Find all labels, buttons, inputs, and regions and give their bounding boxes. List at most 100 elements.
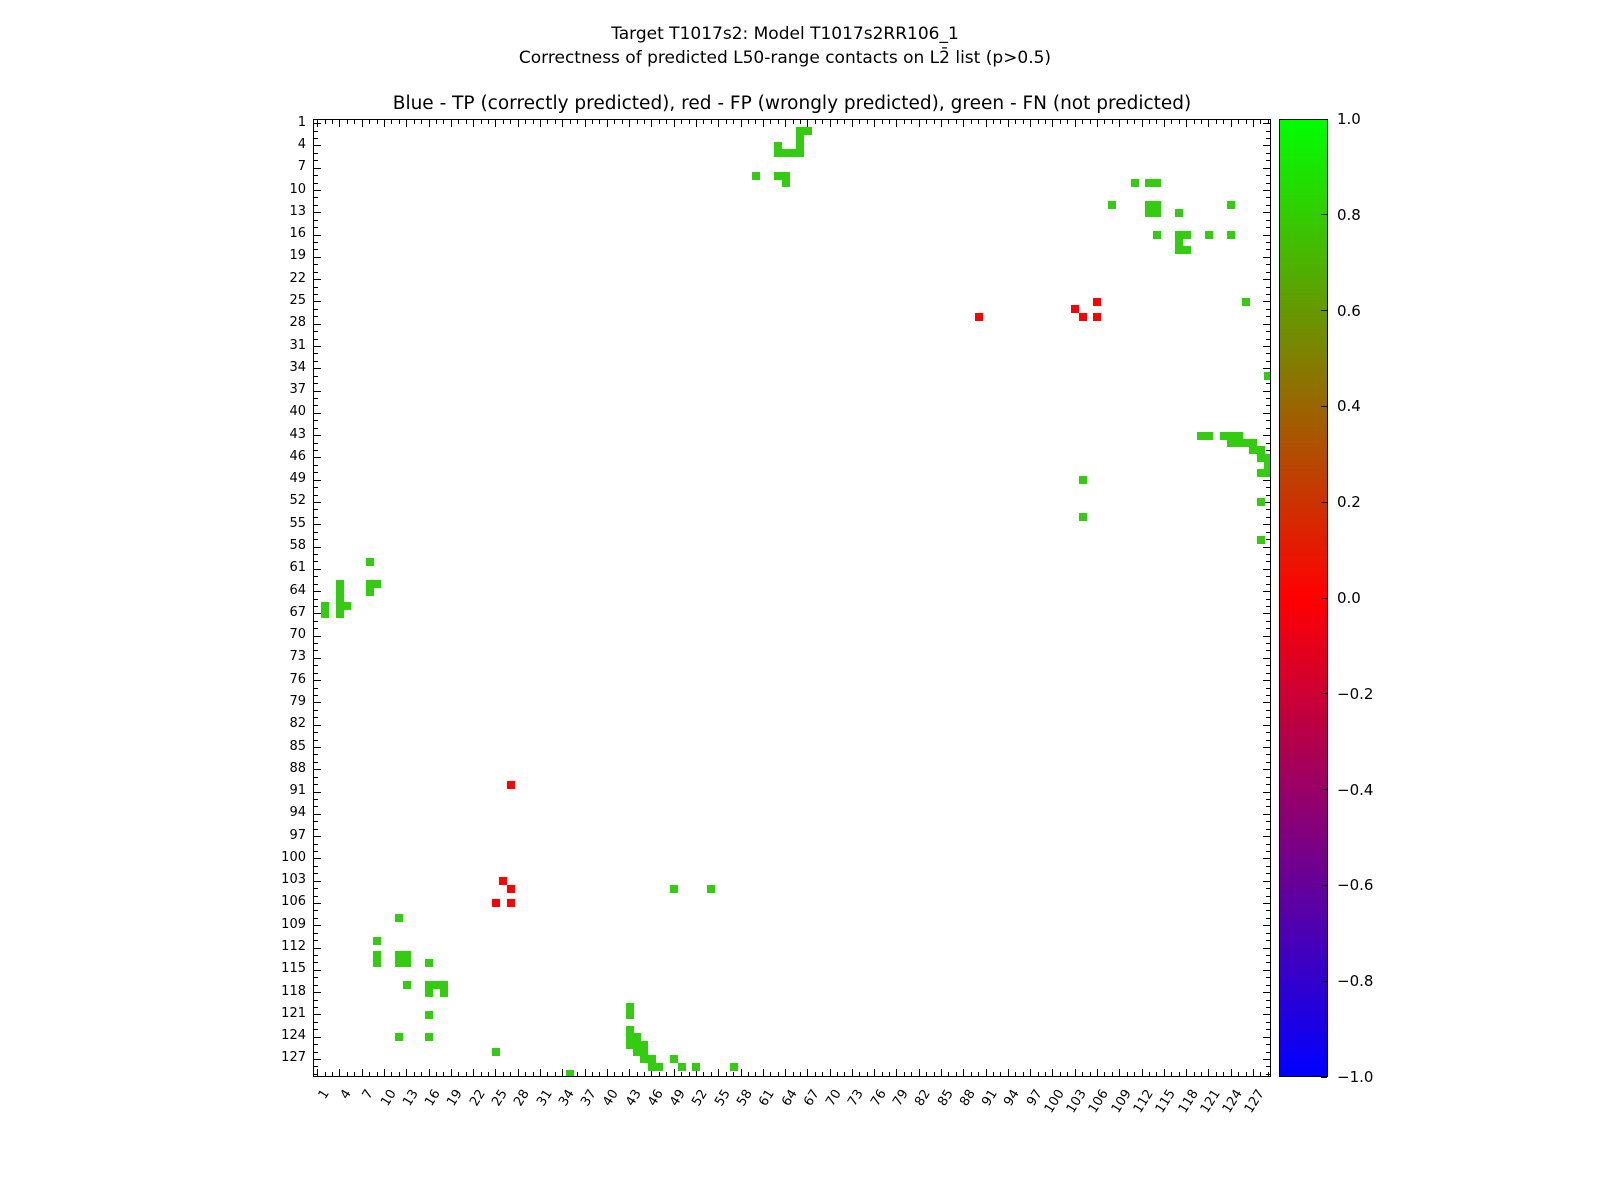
- y-axis-tick-label: 34: [289, 359, 306, 375]
- fn-contact-marker: [625, 1010, 634, 1019]
- y-tick-left: [314, 672, 318, 674]
- y-tick-right: [1266, 650, 1270, 652]
- x-tick-top: [837, 120, 839, 124]
- x-tick-top: [1215, 120, 1217, 124]
- fn-contact-marker: [1108, 201, 1117, 210]
- y-tick-left: [314, 895, 318, 897]
- x-tick-bottom: [844, 1072, 846, 1076]
- y-tick-right: [1266, 1029, 1270, 1031]
- y-axis-tick-label: 52: [289, 493, 306, 509]
- x-tick-top: [896, 120, 898, 127]
- y-tick-right: [1266, 954, 1270, 956]
- fn-contact-marker: [1145, 208, 1154, 217]
- fn-contact-marker: [692, 1062, 701, 1071]
- y-tick-left: [314, 1006, 318, 1008]
- x-tick-top: [918, 120, 920, 127]
- x-tick-top: [770, 120, 772, 124]
- y-tick-left: [314, 316, 318, 318]
- fn-contact-marker: [402, 981, 411, 990]
- figure-title-line1: Target T1017s2: Model T1017s2RR106_1: [611, 24, 959, 44]
- x-tick-top: [1223, 120, 1225, 124]
- y-tick-left: [314, 962, 318, 964]
- y-tick-right: [1266, 583, 1270, 585]
- y-tick-right: [1263, 925, 1270, 927]
- x-tick-bottom: [406, 1069, 408, 1076]
- y-tick-right: [1266, 204, 1270, 206]
- y-tick-left: [314, 583, 318, 585]
- fn-contact-marker: [781, 171, 790, 180]
- x-tick-bottom: [993, 1072, 994, 1076]
- y-tick-right: [1266, 828, 1270, 830]
- y-tick-right: [1263, 479, 1270, 481]
- x-tick-top: [710, 120, 712, 124]
- x-tick-top: [621, 120, 623, 124]
- y-tick-right: [1263, 167, 1270, 169]
- x-tick-bottom: [599, 1072, 601, 1076]
- contact-map-plot-area: [313, 119, 1271, 1077]
- y-tick-right: [1266, 672, 1270, 674]
- y-tick-left: [314, 539, 318, 541]
- y-tick-left: [314, 643, 318, 645]
- x-tick-bottom: [339, 1069, 341, 1076]
- x-tick-bottom: [703, 1072, 705, 1076]
- y-tick-left: [314, 457, 321, 459]
- y-tick-right: [1266, 843, 1270, 845]
- x-tick-top: [1007, 120, 1009, 127]
- x-tick-bottom: [770, 1072, 772, 1076]
- y-tick-left: [314, 509, 318, 511]
- x-tick-bottom: [777, 1072, 779, 1076]
- y-tick-right: [1266, 665, 1270, 667]
- colorbar-tick-label: 1.0: [1337, 110, 1361, 128]
- y-tick-left: [314, 256, 321, 258]
- x-tick-top: [376, 120, 378, 124]
- y-tick-right: [1266, 219, 1270, 221]
- x-tick-bottom: [1245, 1072, 1247, 1076]
- y-axis-tick-label: 31: [289, 337, 306, 353]
- y-tick-right: [1266, 249, 1270, 251]
- y-tick-right: [1266, 561, 1270, 563]
- y-tick-left: [314, 182, 318, 184]
- x-tick-top: [941, 120, 943, 127]
- y-tick-left: [314, 739, 318, 741]
- y-axis-tick-label: 13: [289, 203, 306, 219]
- x-tick-top: [681, 120, 683, 124]
- y-tick-left: [314, 754, 318, 756]
- y-tick-right: [1266, 509, 1270, 511]
- x-tick-bottom: [1096, 1069, 1098, 1076]
- x-tick-top: [332, 120, 334, 124]
- y-tick-left: [314, 145, 321, 147]
- x-tick-top: [651, 120, 653, 127]
- x-tick-top: [881, 120, 883, 124]
- y-tick-left: [314, 160, 318, 162]
- x-tick-top: [740, 120, 742, 127]
- fn-contact-marker: [1264, 461, 1270, 470]
- y-tick-right: [1263, 880, 1270, 882]
- x-tick-top: [695, 120, 697, 127]
- x-tick-bottom: [1186, 1069, 1188, 1076]
- x-tick-bottom: [881, 1072, 883, 1076]
- fn-contact-marker: [365, 557, 374, 566]
- y-axis-tick-label: 1: [297, 114, 306, 130]
- colorbar-tick: [1321, 310, 1327, 312]
- x-tick-bottom: [1260, 1072, 1262, 1076]
- y-tick-right: [1266, 576, 1270, 578]
- fn-contact-marker: [670, 1055, 679, 1064]
- fn-contact-marker: [425, 1010, 434, 1019]
- x-tick-top: [398, 120, 400, 124]
- fn-contact-marker: [796, 141, 805, 150]
- fn-contact-marker: [1256, 468, 1265, 477]
- fp-contact-marker: [1093, 312, 1102, 321]
- y-axis-tick-label: 85: [289, 738, 306, 754]
- y-tick-right: [1263, 902, 1270, 904]
- y-tick-left: [314, 405, 318, 407]
- x-tick-top: [1260, 120, 1262, 124]
- y-tick-right: [1266, 620, 1270, 622]
- x-tick-bottom: [755, 1072, 757, 1076]
- x-tick-bottom: [933, 1072, 935, 1076]
- y-tick-right: [1263, 568, 1270, 570]
- y-axis-tick-label: 43: [289, 426, 306, 442]
- fn-contact-marker: [373, 580, 382, 589]
- y-tick-left: [314, 286, 318, 288]
- y-tick-right: [1266, 932, 1270, 934]
- x-tick-top: [346, 120, 348, 124]
